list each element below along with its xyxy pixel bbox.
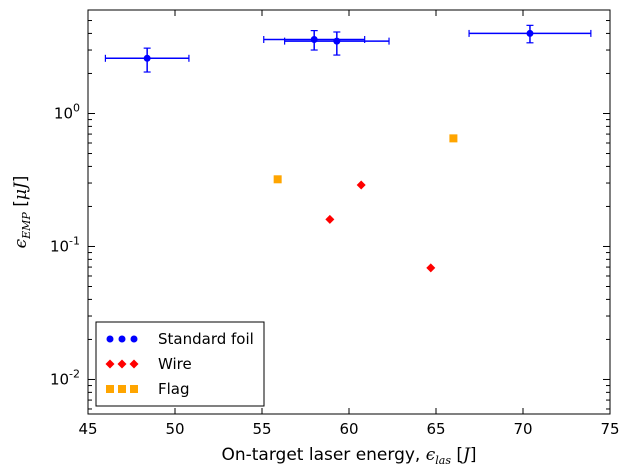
legend-label-flag: Flag [158, 380, 190, 398]
standard-foil-point [143, 54, 151, 62]
y-tick-exponent: -2 [69, 367, 80, 380]
y-tick-label: 10-1 [50, 234, 80, 255]
legend-markers [105, 335, 139, 393]
y-axis-subscript: EMP [20, 212, 33, 240]
y-axis-title: ϵEMP [μJ] [11, 176, 33, 249]
x-tick-label: 75 [600, 420, 619, 438]
x-axis-title: On-target laser energy, ϵlas [J] [221, 445, 476, 467]
x-axis-bracket-close: ] [470, 445, 477, 465]
legend-marker-wire [105, 359, 115, 369]
legend-marker-standard-foil [130, 335, 138, 343]
wire-point [356, 180, 366, 190]
x-axis-symbol: ϵ [426, 445, 436, 465]
standard-foil-point [526, 29, 534, 37]
y-tick-base: 10 [50, 370, 69, 388]
y-tick-label: 100 [54, 101, 80, 122]
y-axis-bracket-close: ] [11, 176, 31, 183]
legend: Standard foil Wire Flag [95, 321, 265, 407]
x-tick-label: 50 [165, 420, 184, 438]
legend-marker-standard-foil [118, 335, 126, 343]
legend-marker-wire [129, 359, 139, 369]
y-axis-symbol: ϵ [11, 238, 31, 248]
legend-label-standard-foil: Standard foil [158, 330, 254, 348]
legend-marker-flag [130, 385, 138, 393]
x-tick-label: 60 [339, 420, 358, 438]
legend-label-wire: Wire [158, 355, 192, 373]
y-tick-base: 10 [54, 104, 73, 122]
legend-marker-flag [118, 385, 126, 393]
y-tick-exponent: 0 [73, 101, 80, 114]
legend-marker-wire [117, 359, 127, 369]
standard-foil-point [310, 36, 318, 44]
x-axis-subscript: las [435, 454, 451, 467]
legend-marker-standard-foil [106, 335, 114, 343]
x-tick-label: 65 [426, 420, 445, 438]
x-axis-unit: J [460, 445, 471, 465]
standard-foil-point [333, 37, 341, 45]
y-tick-base: 10 [50, 237, 69, 255]
x-tick-label: 70 [513, 420, 532, 438]
y-tick-label: 10-2 [50, 367, 80, 388]
flag-point [273, 175, 282, 184]
x-axis-title-text: On-target laser energy, [221, 445, 425, 465]
x-tick-label: 55 [252, 420, 271, 438]
legend-marker-flag [106, 385, 114, 393]
x-tick-label: 45 [78, 420, 97, 438]
marks-layer [104, 24, 592, 273]
wire-point [325, 214, 335, 224]
flag-point [449, 134, 458, 143]
y-axis-unit: μJ [11, 181, 31, 200]
y-tick-exponent: -1 [69, 234, 80, 247]
wire-point [426, 263, 436, 273]
y-axis-bracket-open: [ [11, 200, 31, 212]
x-axis-bracket-open: [ [451, 445, 463, 465]
